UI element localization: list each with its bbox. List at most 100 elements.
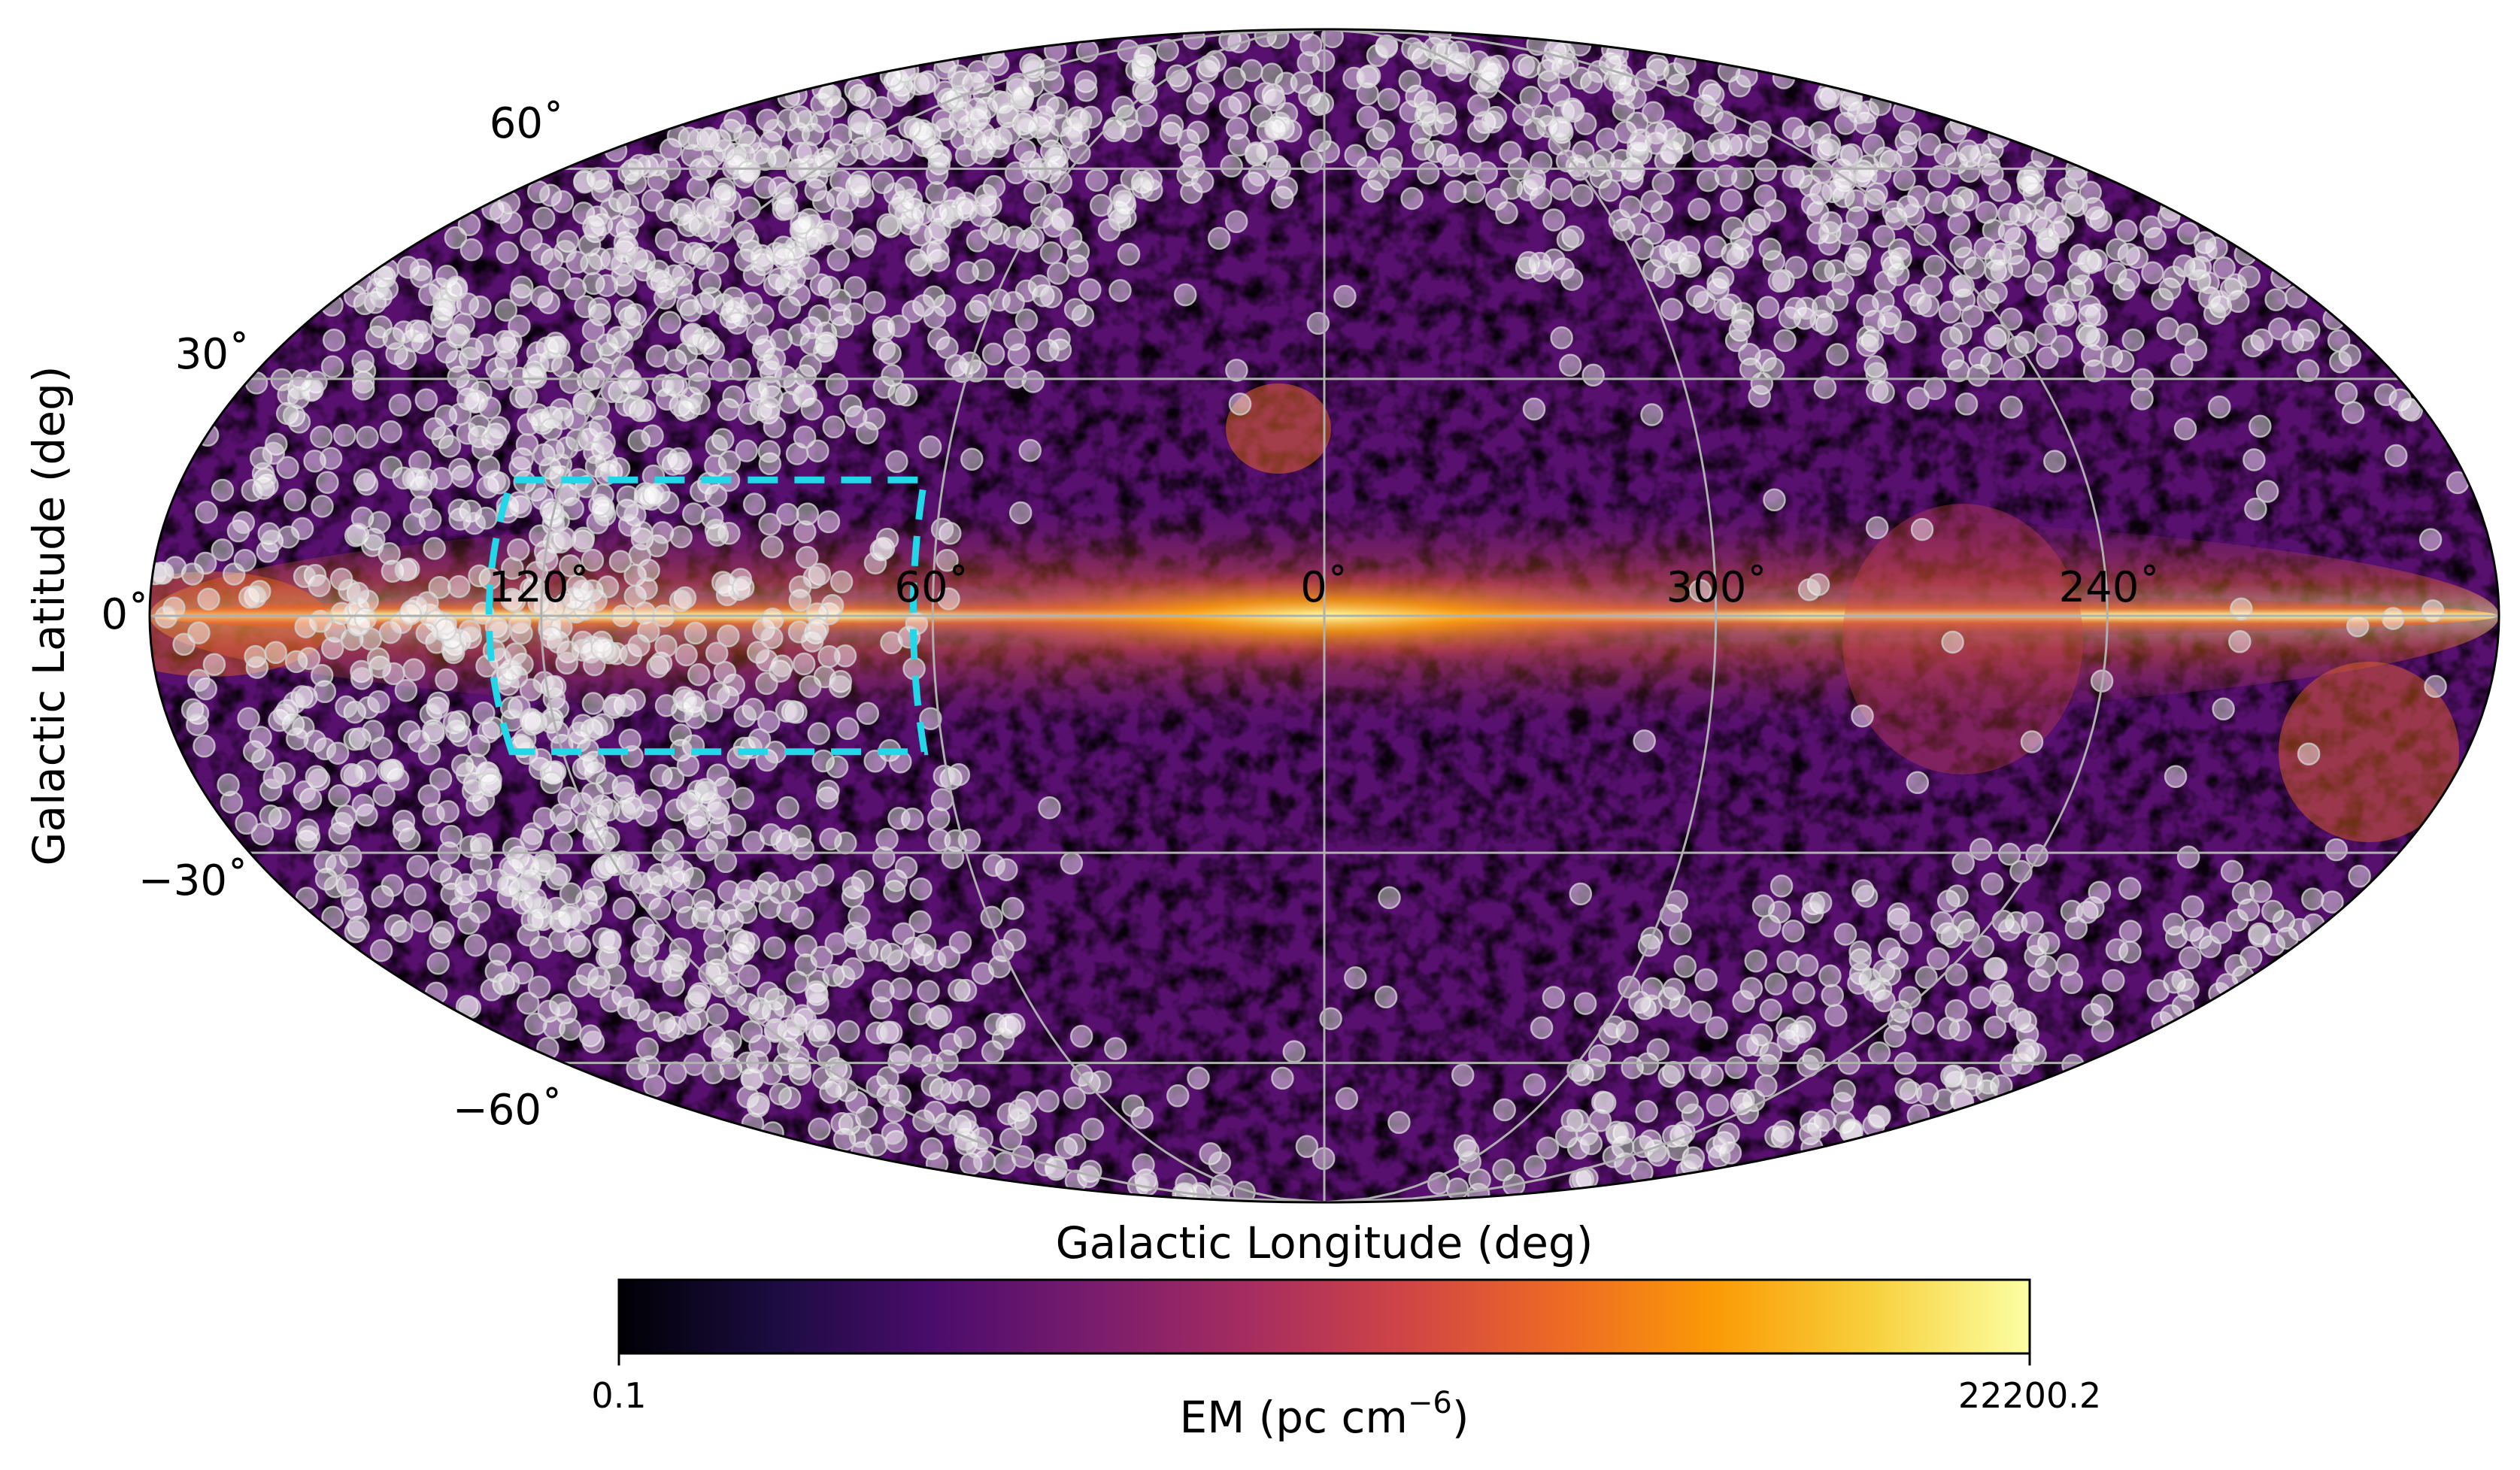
source-marker (581, 318, 605, 342)
source-marker (1466, 1182, 1490, 1202)
source-marker (863, 291, 886, 314)
source-marker (1135, 104, 1158, 128)
source-marker (763, 273, 787, 297)
source-marker (971, 962, 995, 985)
source-marker (617, 162, 641, 185)
source-marker (704, 518, 728, 542)
source-marker (1295, 1135, 1319, 1159)
source-marker (869, 938, 893, 962)
source-marker (2198, 935, 2222, 959)
source-marker (2061, 191, 2085, 215)
source-marker (795, 871, 818, 894)
source-marker (939, 1081, 963, 1105)
source-marker (1825, 288, 1849, 312)
source-marker (641, 424, 664, 447)
source-marker (1984, 326, 2007, 350)
source-marker (409, 258, 432, 282)
source-marker (2002, 357, 2026, 381)
source-marker (1516, 178, 1540, 202)
source-marker (1104, 1037, 1127, 1060)
source-marker (664, 348, 687, 372)
source-marker (452, 312, 475, 336)
source-marker (1271, 1066, 1294, 1090)
source-marker (567, 974, 591, 998)
source-marker (1754, 349, 1777, 372)
source-marker (2243, 448, 2266, 471)
source-marker (202, 653, 226, 676)
source-marker (419, 702, 443, 726)
source-marker (1802, 892, 1825, 916)
source-marker (664, 1061, 687, 1085)
source-marker (1773, 329, 1797, 353)
source-marker (1728, 74, 1751, 98)
source-marker (515, 432, 539, 456)
source-marker (709, 974, 733, 998)
source-marker (379, 420, 402, 444)
source-marker (875, 527, 899, 551)
source-marker (508, 456, 532, 480)
source-marker (394, 678, 418, 702)
source-marker (812, 339, 836, 363)
source-marker (2085, 248, 2109, 272)
source-marker (1800, 192, 1824, 217)
source-marker (934, 117, 957, 141)
source-marker (709, 182, 733, 206)
source-marker (635, 577, 658, 600)
source-marker (1719, 189, 1743, 212)
source-marker (1311, 92, 1335, 115)
source-marker (2224, 273, 2248, 297)
source-marker (675, 643, 698, 667)
source-marker (681, 694, 705, 718)
source-marker (898, 116, 921, 139)
source-marker (235, 811, 258, 835)
source-marker (834, 831, 857, 855)
source-marker (573, 169, 596, 193)
source-marker (2341, 401, 2365, 424)
source-marker (654, 228, 678, 252)
source-marker (1989, 980, 2012, 1003)
source-marker (1558, 353, 1582, 377)
source-marker (2060, 971, 2084, 995)
source-marker (409, 495, 433, 519)
source-marker (368, 511, 391, 535)
source-marker (790, 1004, 814, 1027)
source-marker (826, 248, 850, 271)
source-marker (344, 897, 368, 921)
source-marker (2264, 288, 2288, 311)
source-marker (890, 138, 914, 162)
source-marker (477, 720, 500, 744)
source-marker (1606, 1123, 1630, 1147)
source-marker (499, 874, 522, 897)
source-marker (1045, 153, 1069, 177)
source-marker (314, 850, 337, 874)
source-marker (763, 936, 787, 959)
source-marker (1756, 296, 1780, 320)
source-marker (423, 417, 447, 441)
source-marker (883, 182, 907, 206)
source-marker (356, 696, 381, 720)
source-marker (532, 206, 556, 230)
source-marker (2106, 238, 2129, 262)
source-marker (684, 621, 708, 645)
source-marker (1862, 133, 1885, 157)
source-marker (825, 755, 849, 779)
source-marker (264, 641, 287, 665)
source-marker (641, 189, 665, 212)
source-marker (1878, 937, 1901, 961)
source-marker (1971, 935, 1995, 958)
source-marker (763, 741, 787, 764)
source-marker (2052, 298, 2076, 322)
source-marker (1800, 1111, 1823, 1134)
source-marker (483, 469, 506, 493)
source-marker (714, 850, 738, 874)
source-marker (735, 439, 758, 462)
source-marker (381, 874, 404, 897)
source-marker (2141, 261, 2164, 285)
source-marker (1199, 1142, 1222, 1165)
source-marker (584, 885, 608, 909)
source-marker (2176, 221, 2200, 245)
source-marker (1598, 1022, 1621, 1046)
source-marker (283, 488, 307, 512)
source-marker (675, 341, 699, 365)
source-marker (1877, 311, 1900, 335)
